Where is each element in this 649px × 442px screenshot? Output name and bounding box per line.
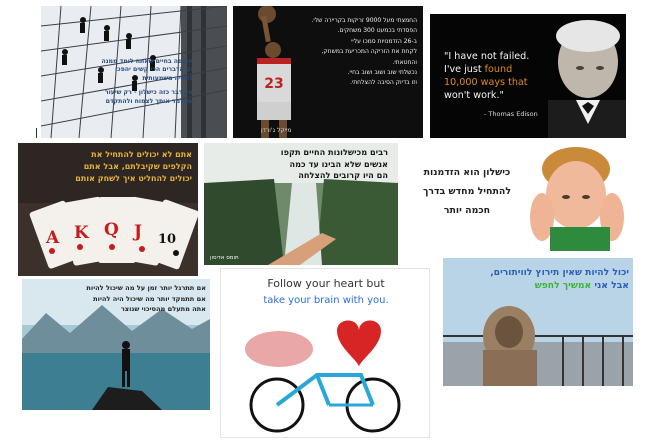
- card-rank: J: [132, 222, 142, 242]
- quote-line: יכולים להחליט איך לשחק אותם: [75, 174, 192, 183]
- quote-line: תקופה בחיים שאתה לומד ממנה: [101, 58, 194, 65]
- collage-image-lake-silhouette: אם תתרגל יותר זמן על מה שיכול להיות אם ת…: [22, 279, 210, 410]
- quote-line: הפסדתי בכמעט 300 משחקים.: [337, 27, 417, 35]
- quote-line: הם היו קרובים להצלחה: [298, 170, 388, 180]
- quote-line: I've just found: [444, 63, 564, 76]
- quote-line: הקלפים שקיבלתם, אבל אתם: [83, 162, 192, 171]
- quote-line: אם תתמקד יותר מה שיכול היה להיות: [93, 294, 206, 303]
- quote-text: רבים מכישלונות החיים תקפו אנשים שלא הבינ…: [212, 147, 388, 182]
- quote-line: אנשים שלא הבינו עד כמה: [289, 158, 388, 169]
- quote-line: אם תתרגל יותר זמן על מה שיכול להיות: [86, 284, 206, 292]
- quote-line: won't work.": [444, 90, 504, 101]
- quote-line: החמצתי מעל 9000 זריקות בקריירה שלי.: [311, 17, 417, 24]
- quote-author: מייקל ג'ורדן: [261, 127, 292, 134]
- collage-image-thinking-boy: כישלון הוא הזדמנות להתחיל מחדש בדרך חכמה…: [406, 143, 632, 251]
- basketball-player-illustration: 23: [233, 6, 423, 138]
- cursor-mark: [36, 128, 37, 138]
- quote-text: החמצתי מעל 9000 זריקות בקריירה שלי. הפסד…: [299, 16, 417, 89]
- quote-line: לחוויה משמעותית: [142, 74, 193, 82]
- quote-text: יכול להיות שאין תירוץ לוויתורים, אבל אני…: [447, 266, 629, 292]
- jersey-number: 23: [264, 76, 283, 92]
- quote-line: נכשלתי שוב ושוב ושוב בחיי.: [347, 69, 417, 77]
- hooded-person-illustration: [443, 258, 633, 386]
- quote-line: אתם לא יכולים להתחיל את: [91, 150, 192, 159]
- quote-text: אם תתרגל יותר זמן על מה שיכול להיות אם ת…: [24, 283, 206, 315]
- edison-portrait-illustration: [430, 14, 626, 138]
- quote-line: 10,000 ways that: [444, 77, 528, 88]
- card-rank: K: [74, 223, 90, 243]
- quote-author: - Thomas Edison: [484, 110, 538, 118]
- quote-line: אין דבר כזה כישלון - רק שיעור: [104, 89, 193, 97]
- quote-line: "I have not failed.: [444, 51, 530, 62]
- quote-line: אתה מתעלם מהסיכוי שנוצר: [120, 305, 206, 313]
- heart-brain-bike-illustration: [245, 320, 401, 433]
- quote-line: והחטאתי.: [392, 58, 417, 66]
- rope-net-illustration: [41, 6, 227, 138]
- collage-image-basketball: 23 החמצתי מעל 9000 זריקות בקריירה שלי. ה…: [233, 6, 423, 138]
- highlight-word: found: [484, 64, 513, 75]
- quote-line: כישלון הוא הזדמנות: [423, 167, 511, 178]
- quote-line: חכמה יותר: [443, 205, 491, 216]
- quote-line-2: take your brain with you.: [263, 295, 389, 306]
- quote-line: להתחיל מחדש בדרך: [422, 186, 512, 197]
- collage-image-waterfall-hand: רבים מכישלונות החיים תקפו אנשים שלא הבינ…: [204, 143, 398, 265]
- lake-silhouette-illustration: [22, 279, 210, 410]
- playing-cards-illustration: A K Q J 10: [18, 143, 198, 276]
- quote-fragment: אבל אני: [591, 280, 629, 291]
- thinking-boy-illustration: [406, 143, 632, 251]
- quote-line-1: Follow your heart but: [267, 277, 385, 290]
- quote-text: אתם לא יכולים להתחיל את הקלפים שקיבלתם, …: [24, 149, 192, 185]
- quote-line: לקחת את הזריקה המכריעת במשחק,: [321, 48, 418, 56]
- quote-text: "I have not failed. I've just found 10,0…: [444, 50, 564, 102]
- collage-image-hooded-person: יכול להיות שאין תירוץ לוויתורים, אבל אני…: [443, 258, 633, 386]
- quote-line: רבים מכישלונות החיים תקפו: [280, 147, 388, 157]
- quote-line: וזו בדיוק הסיבה להצלחתי.: [349, 79, 417, 87]
- card-rank: 10: [158, 232, 176, 247]
- waterfall-hand-illustration: [204, 143, 398, 265]
- card-rank: Q: [104, 220, 119, 240]
- quote-fragment: I've just: [444, 64, 485, 75]
- collage-image-heart-brain-bike: Follow your heart but take your brain wi…: [220, 268, 430, 438]
- quote-line: אבל אני אמשיך לחפש: [447, 279, 629, 292]
- quote-line: שמלמד אותך לצמוח ולהתקדם: [105, 97, 193, 105]
- card-rank: A: [45, 228, 60, 248]
- quote-author: תומס אדיסון: [210, 255, 239, 261]
- quote-text: כישלון הוא הזדמנות להתחיל מחדש בדרך חכמה…: [408, 163, 526, 220]
- highlight-word: אמשיך לחפש: [534, 280, 592, 291]
- quote-line: יכול להיות שאין תירוץ לוויתורים,: [490, 267, 629, 278]
- collage-image-playing-cards: A K Q J 10 אתם לא יכולים להתחיל את הקלפי…: [18, 143, 198, 276]
- quote-text: תקופה בחיים שאתה לומד ממנה גם הדברים הכי…: [43, 58, 194, 106]
- quote-line: גם הדברים הכי קשים יהפכו: [115, 66, 193, 74]
- quote-line: ב-26 הזדמנויות סמכו עליי: [351, 37, 417, 45]
- collage-image-edison-quote: "I have not failed. I've just found 10,0…: [430, 14, 626, 138]
- collage-image-rope-climbers: תקופה בחיים שאתה לומד ממנה גם הדברים הכי…: [41, 6, 227, 138]
